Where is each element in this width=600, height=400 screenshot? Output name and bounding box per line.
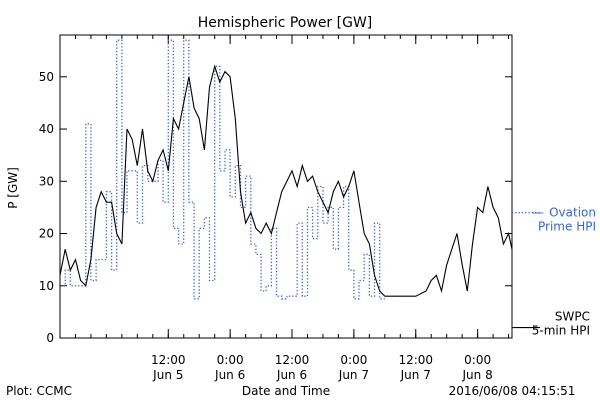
swpc-series-line [59, 64, 513, 297]
x-tick-label-date: Jun 8 [462, 368, 493, 382]
y-tick-label: 0 [46, 331, 54, 345]
y-tick-label: 50 [39, 70, 54, 84]
footer-plot-credit: Plot: CCMC [6, 384, 72, 398]
y-tick-label: 30 [39, 174, 54, 188]
footer-timestamp: 2016/06/08 04:15:51 [449, 384, 576, 398]
x-tick-label-date: Jun 7 [338, 368, 369, 382]
y-tick-label: 20 [39, 227, 54, 241]
y-tick-label: 40 [39, 122, 54, 136]
x-tick-label-time: 0:00 [217, 353, 244, 367]
x-tick-label-time: 12:00 [275, 353, 310, 367]
x-tick-label-date: Jun 6 [276, 368, 307, 382]
x-axis-label: Date and Time [242, 384, 330, 398]
legend-swpc-label: 5-min HPI [532, 324, 590, 338]
y-tick-label: 10 [39, 279, 54, 293]
x-tick-label-time: 12:00 [398, 353, 433, 367]
x-tick-label-time: 12:00 [151, 353, 186, 367]
ovation-series-line [60, 39, 385, 300]
legend-ovation-label: Ovation [549, 206, 596, 220]
series-layer [59, 39, 513, 300]
x-tick-label-time: 0:00 [464, 353, 491, 367]
y-axis-ticks: 0 10 20 30 40 50 [39, 70, 512, 345]
x-tick-label-time: 0:00 [340, 353, 367, 367]
x-tick-label-date: Jun 7 [400, 368, 431, 382]
legend-ovation-label: Prime HPI [538, 220, 596, 234]
plot-frame [59, 34, 513, 339]
x-tick-label-date: Jun 6 [214, 368, 245, 382]
y-axis-label: P [GW] [6, 167, 20, 209]
x-tick-label-date: Jun 5 [152, 368, 183, 382]
chart-title: Hemispheric Power [GW] [198, 15, 373, 31]
legend-swpc-label: SWPC [555, 310, 590, 324]
legend-ovation-dash: — [532, 206, 544, 220]
